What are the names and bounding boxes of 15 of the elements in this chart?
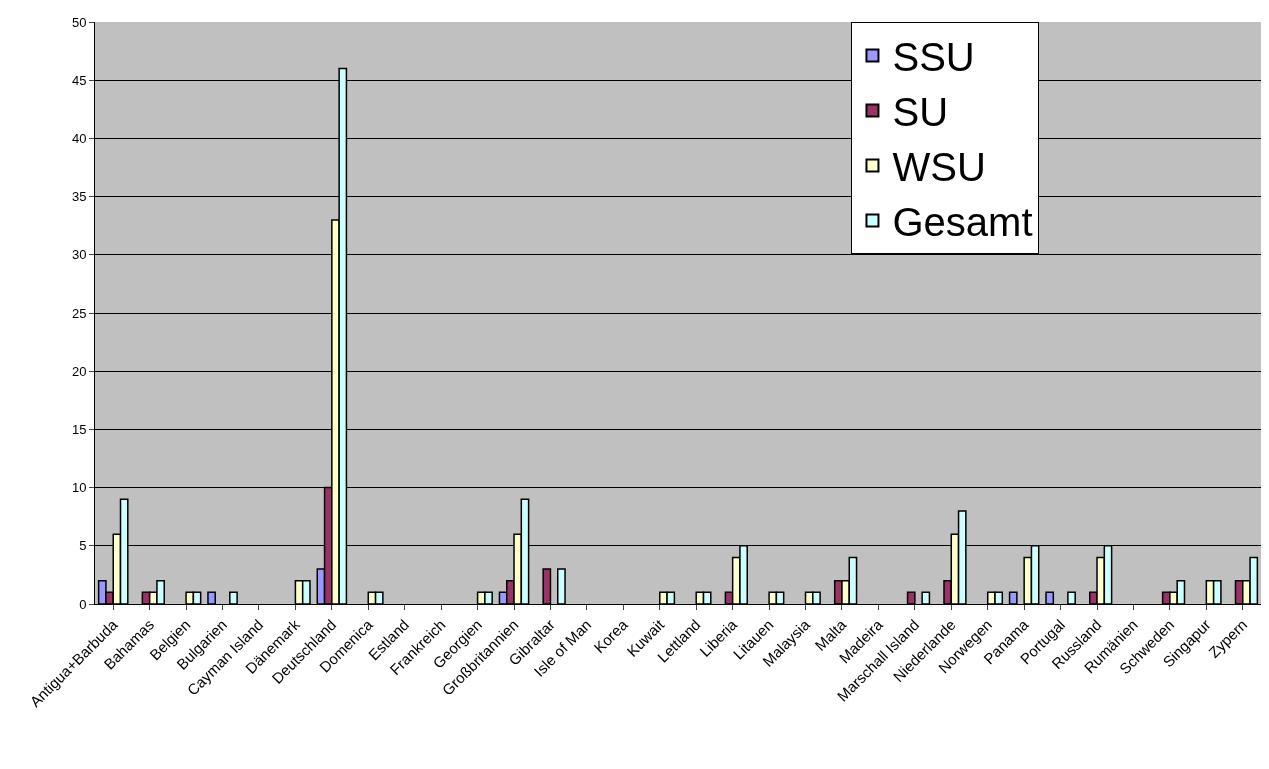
y-tick-label: 35 — [71, 189, 87, 205]
y-tick-label: 20 — [71, 363, 87, 379]
y-tick-label: 25 — [71, 305, 87, 321]
y-tick-label: 0 — [79, 596, 87, 612]
y-tick-label: 30 — [71, 247, 87, 263]
y-tick-label: 10 — [71, 480, 87, 496]
y-tick-label: 15 — [71, 421, 87, 437]
legend-label: WSU — [892, 145, 986, 190]
legend-label: Gesamt — [892, 200, 1033, 245]
y-tick-label: 40 — [71, 130, 87, 146]
y-tick-label: 45 — [71, 72, 87, 88]
legend-label: SU — [892, 90, 949, 135]
y-tick-label: 5 — [79, 538, 87, 554]
y-tick-label: 50 — [71, 14, 87, 30]
legend-label: SSU — [892, 35, 975, 80]
